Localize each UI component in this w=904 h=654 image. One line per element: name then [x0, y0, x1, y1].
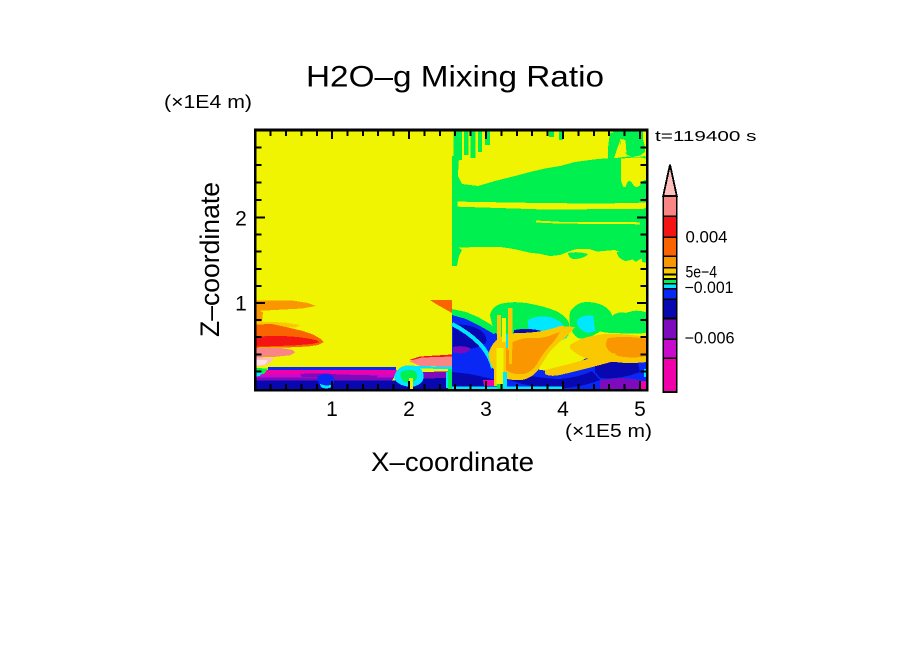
svg-text:H2O–g Mixing Ratio: H2O–g Mixing Ratio	[306, 61, 604, 94]
svg-text:−0.001: −0.001	[685, 279, 734, 297]
svg-text:0.004: 0.004	[686, 229, 728, 247]
svg-text:1: 1	[235, 293, 247, 316]
svg-text:(×1E4 m): (×1E4 m)	[164, 91, 252, 112]
svg-text:1: 1	[326, 398, 338, 421]
svg-text:3: 3	[480, 398, 492, 421]
svg-text:t=119400 s: t=119400 s	[655, 128, 757, 145]
svg-text:2: 2	[235, 208, 247, 231]
svg-text:2: 2	[403, 398, 415, 421]
svg-text:Z–coordinate: Z–coordinate	[195, 182, 225, 337]
svg-text:X–coordinate: X–coordinate	[371, 447, 534, 477]
svg-text:4: 4	[557, 398, 569, 421]
svg-text:5e−4: 5e−4	[686, 264, 718, 282]
svg-text:(×1E5 m): (×1E5 m)	[565, 420, 652, 441]
svg-text:5: 5	[634, 398, 646, 421]
svg-text:−0.006: −0.006	[685, 330, 735, 348]
